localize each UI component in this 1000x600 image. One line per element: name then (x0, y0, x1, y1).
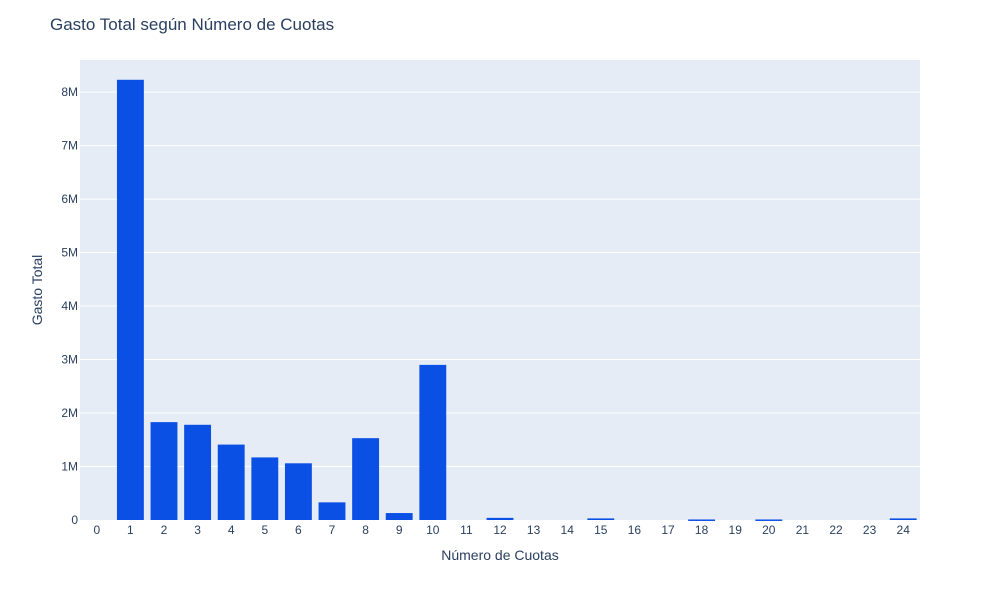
bar-8 (352, 438, 380, 520)
x-tick-label: 16 (628, 523, 642, 537)
x-tick-label: 18 (695, 523, 709, 537)
bar-2 (150, 422, 178, 520)
x-tick-label: 15 (594, 523, 608, 537)
bars (116, 79, 917, 521)
x-tick-label: 1 (127, 523, 134, 537)
x-tick-label: 2 (161, 523, 168, 537)
y-axis-ticks: 0 1M 2M 3M 4M 5M 6M 7M 8M (61, 85, 78, 527)
x-tick-label: 24 (897, 523, 911, 537)
plot-area (80, 60, 920, 520)
bar-24 (889, 518, 917, 520)
bar-5 (251, 457, 279, 520)
x-tick-label: 12 (493, 523, 507, 537)
x-tick-label: 22 (829, 523, 843, 537)
x-tick-label: 9 (396, 523, 403, 537)
x-axis-title: Número de Cuotas (441, 547, 559, 563)
y-tick-label: 2M (61, 406, 78, 420)
x-tick-label: 5 (261, 523, 268, 537)
y-tick-label: 1M (61, 460, 78, 474)
y-axis-title: Gasto Total (29, 255, 45, 326)
bar-15 (587, 518, 615, 520)
x-tick-label: 11 (460, 523, 473, 537)
y-tick-label: 6M (61, 192, 78, 206)
x-tick-label: 10 (426, 523, 440, 537)
y-tick-label: 3M (61, 353, 78, 367)
bar-4 (217, 444, 245, 520)
x-tick-label: 8 (362, 523, 369, 537)
x-tick-label: 14 (561, 523, 575, 537)
bar-20 (755, 519, 783, 521)
y-tick-label: 8M (61, 85, 78, 99)
x-tick-label: 21 (796, 523, 810, 537)
bar-12 (486, 517, 514, 520)
x-tick-label: 13 (527, 523, 541, 537)
bar-6 (284, 463, 312, 520)
bar-3 (184, 424, 212, 520)
x-tick-label: 17 (661, 523, 675, 537)
x-tick-label: 20 (762, 523, 776, 537)
chart-title: Gasto Total según Número de Cuotas (50, 15, 334, 34)
bar-10 (419, 364, 447, 520)
x-tick-label: 19 (729, 523, 743, 537)
x-tick-label: 7 (329, 523, 336, 537)
x-tick-label: 0 (93, 523, 100, 537)
bar-1 (116, 79, 144, 520)
x-tick-label: 3 (194, 523, 201, 537)
bar-18 (688, 519, 716, 521)
x-tick-label: 4 (228, 523, 235, 537)
x-tick-label: 23 (863, 523, 877, 537)
bar-7 (318, 502, 346, 520)
y-tick-label: 0 (71, 513, 78, 527)
y-tick-label: 7M (61, 139, 78, 153)
y-tick-label: 5M (61, 246, 78, 260)
y-tick-label: 4M (61, 299, 78, 313)
bar-9 (385, 513, 413, 520)
x-axis-ticks: 0 1 2 3 4 5 6 7 8 9 10 11 12 13 14 15 16 17 18 19 20 21 22 23 24 (93, 523, 910, 537)
x-tick-label: 6 (295, 523, 302, 537)
